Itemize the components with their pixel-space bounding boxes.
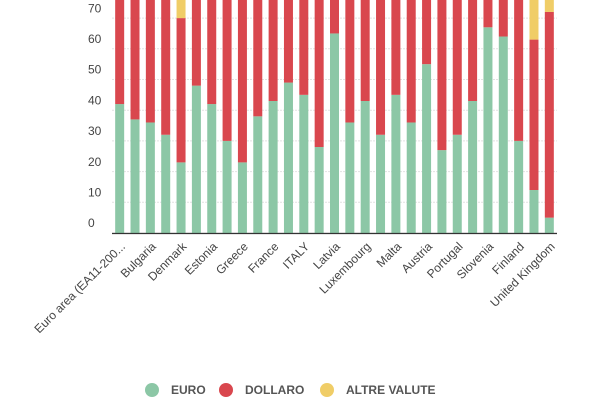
bar-segment (345, 0, 355, 123)
bar-segment (253, 116, 263, 233)
legend-marker (320, 383, 334, 397)
bar-segment (483, 0, 493, 28)
x-tick-label: Estonia (182, 239, 220, 277)
bar-segment (130, 0, 140, 120)
legend-label: EURO (171, 383, 206, 397)
y-tick-label: 20 (88, 155, 102, 169)
bar-segment (222, 140, 232, 233)
bar-segment (514, 140, 524, 233)
y-tick-label: 30 (88, 124, 102, 138)
bar-segment (176, 0, 186, 19)
bar-segment (376, 0, 386, 135)
legend-marker (219, 383, 233, 397)
legend-label: DOLLARO (245, 383, 304, 397)
bar-segment (115, 0, 125, 105)
y-tick-label: 0 (88, 216, 95, 230)
x-tick-label: France (245, 239, 282, 276)
bar-segment (176, 162, 186, 233)
y-tick-label: 40 (88, 93, 102, 107)
bar-segment (145, 122, 155, 233)
bar-segment (176, 18, 186, 163)
bar-segment (360, 100, 370, 234)
bar-segment (191, 0, 201, 86)
bar-segment (207, 104, 217, 233)
bar-segment (529, 39, 539, 191)
bar-segment (452, 134, 462, 233)
bar-segment (452, 0, 462, 135)
bar-segment (360, 0, 370, 101)
bar-segment (544, 217, 554, 233)
bar-segment (529, 190, 539, 233)
x-tick-label: Euro area (EA11-200... (32, 239, 129, 336)
bar-segment (330, 0, 339, 34)
bar-segment (299, 94, 309, 233)
bar-segment (437, 0, 447, 151)
bar-segment (345, 122, 355, 233)
bar-segment (222, 0, 232, 141)
bar-segment (161, 0, 171, 135)
bar-segment (422, 0, 432, 65)
bar-segment (237, 162, 247, 233)
bar-segment (283, 0, 293, 83)
bar-segment (299, 0, 309, 95)
x-tick-label: ITALY (280, 239, 312, 271)
bar-segment (115, 104, 125, 233)
bar-segment (498, 0, 508, 37)
y-tick-label: 50 (88, 63, 102, 77)
bar-segment (514, 0, 524, 141)
bar-segment (330, 33, 339, 234)
y-tick-label: 60 (88, 32, 102, 46)
bar-segment (391, 94, 401, 233)
bar-segment (237, 0, 247, 163)
bar-segment (468, 100, 478, 234)
bar-segment (391, 0, 401, 95)
bar-segment (145, 0, 155, 123)
bar-segment (468, 0, 478, 101)
bar-segment (437, 150, 447, 233)
legend-marker (145, 383, 159, 397)
bar-segment (406, 0, 416, 123)
y-tick-label: 10 (88, 185, 102, 199)
x-tick-label: Greece (213, 239, 251, 277)
bar-segment (422, 64, 432, 234)
bar-segment (268, 100, 278, 234)
bar-segment (498, 36, 508, 233)
bar-segment (253, 0, 263, 117)
bar-segment (314, 0, 324, 148)
bar-segment (529, 0, 539, 40)
y-tick-label: 70 (88, 1, 102, 15)
bar-segment (483, 27, 493, 234)
bar-segment (268, 0, 278, 101)
bar-segment (406, 122, 416, 233)
bar-segment (130, 119, 140, 233)
bar-segment (191, 85, 201, 233)
bar-segment (283, 82, 293, 233)
bar-segment (544, 0, 554, 12)
legend-label: ALTRE VALUTE (346, 383, 436, 397)
bar-segment (314, 147, 324, 233)
bar-segment (207, 0, 217, 105)
bar-segment (376, 134, 386, 233)
bar-segment (161, 134, 171, 233)
bar-segment (544, 11, 554, 218)
